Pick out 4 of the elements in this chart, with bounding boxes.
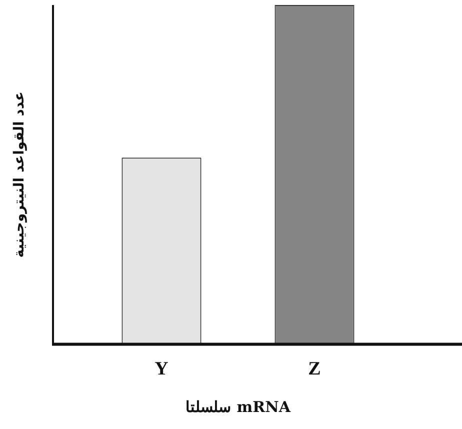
x-tick-label: Z: [308, 358, 321, 380]
x-tick-label: Y: [154, 358, 169, 380]
x-axis-title: سلسلتا mRNA: [186, 398, 291, 416]
y-axis-title: عدد القواعد النيتروجينية: [12, 91, 28, 258]
